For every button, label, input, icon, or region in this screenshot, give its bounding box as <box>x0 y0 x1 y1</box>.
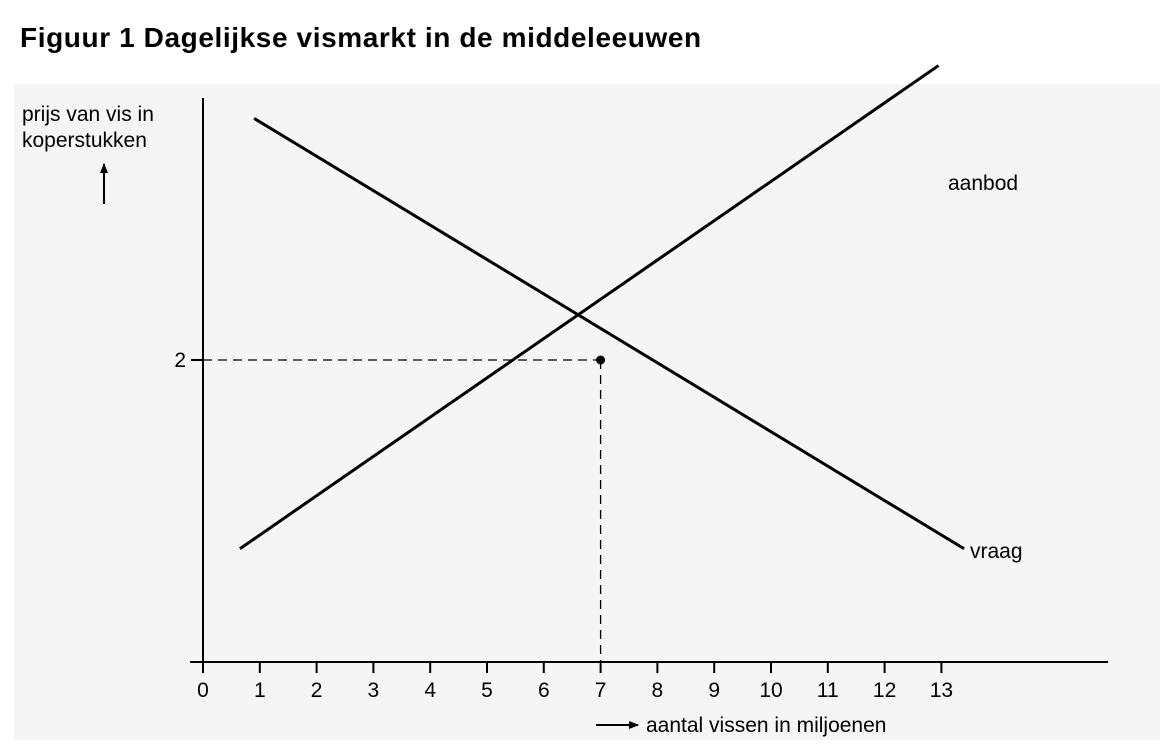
x-tick-label: 3 <box>368 679 380 702</box>
series-line-aanbod <box>239 64 940 550</box>
x-tick-label: 10 <box>759 679 782 702</box>
equilibrium-point <box>596 355 606 365</box>
series-label-aanbod: aanbod <box>948 172 1018 195</box>
x-tick-label: 11 <box>817 679 839 702</box>
x-tick-label: 9 <box>708 679 720 702</box>
x-tick-label: 4 <box>424 679 436 702</box>
plot-background <box>14 84 1160 740</box>
y-axis-label-line-1: prijs van vis in <box>22 103 154 126</box>
x-tick-label: 8 <box>652 679 664 702</box>
x-tick-label: 1 <box>254 679 266 702</box>
y-ticks: 2 <box>174 349 203 372</box>
y-tick-label: 2 <box>174 349 186 372</box>
x-tick-label: 0 <box>197 679 209 702</box>
x-tick-label: 2 <box>311 679 323 702</box>
x-tick-label: 7 <box>595 679 607 702</box>
x-tick-label: 13 <box>930 679 953 702</box>
equilibrium-guides <box>203 355 606 662</box>
x-tick-label: 6 <box>538 679 550 702</box>
x-ticks: 0 1 2 3 4 5 6 7 8 9 10 11 12 13 <box>197 662 953 702</box>
series-label-vraag: vraag <box>970 540 1023 563</box>
y-axis-label-line-2: koperstukken <box>22 129 147 152</box>
x-axis-label: aantal vissen in miljoenen <box>646 714 886 737</box>
series-lines <box>239 64 965 551</box>
x-tick-label: 5 <box>481 679 493 702</box>
series-line-vraag <box>253 117 965 551</box>
y-axis-label: prijs van vis in koperstukken <box>22 102 154 154</box>
chart-title: Figuur 1 Dagelijkse vismarkt in de midde… <box>20 22 702 53</box>
x-tick-label: 12 <box>873 679 896 702</box>
